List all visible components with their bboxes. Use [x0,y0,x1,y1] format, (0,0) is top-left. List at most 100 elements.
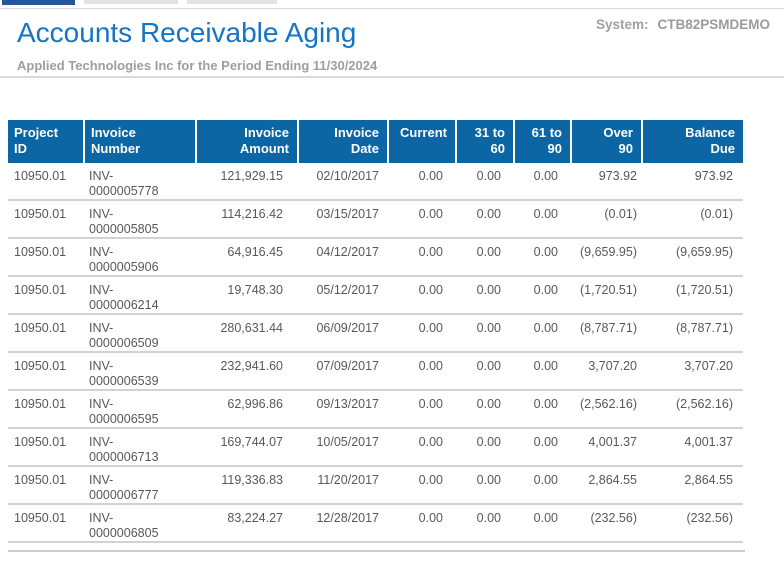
aging-table: Project ID Invoice Number Invoice Amount In… [8,120,743,543]
table-cell: 10950.01 [8,467,83,505]
column-header-current: Current [387,120,455,163]
table-row: 10950.01 INV-0000005805 114,216.42 03/15/20… [8,201,743,239]
table-cell: 0.00 [513,505,570,543]
table-cell: 12/28/2017 [297,505,387,543]
table-cell: 0.00 [513,391,570,429]
inactive-tab-indicator[interactable] [84,0,178,4]
table-cell: 0.00 [387,201,455,239]
table-row: 10950.01 INV-0000005778 121,929.15 02/10/20… [8,163,743,201]
table-cell: 121,929.15 [195,163,297,201]
table-cell: 07/09/2017 [297,353,387,391]
table-cell: 0.00 [455,277,513,315]
table-cell: 0.00 [387,353,455,391]
active-tab-indicator[interactable] [2,0,75,5]
table-cell: INV-0000006595 [83,391,195,429]
top-divider [0,8,784,9]
table-cell: (9,659.95) [641,239,743,277]
table-cell: 62,996.86 [195,391,297,429]
table-cell: 0.00 [513,429,570,467]
table-cell: 0.00 [455,201,513,239]
table-row: 10950.01 INV-0000006539 232,941.60 07/09/20… [8,353,743,391]
table-cell: INV-0000006713 [83,429,195,467]
table-cell: 04/12/2017 [297,239,387,277]
table-cell: (0.01) [570,201,641,239]
table-cell: 0.00 [455,353,513,391]
table-cell: (232.56) [570,505,641,543]
column-header-balance-due: Balance Due [641,120,743,163]
table-cell: 10/05/2017 [297,429,387,467]
table-cell: (232.56) [641,505,743,543]
table-cell: 10950.01 [8,391,83,429]
table-cell: 2,864.55 [570,467,641,505]
header-divider [0,76,784,78]
table-cell: 0.00 [387,467,455,505]
table-row: 10950.01 INV-0000005906 64,916.45 04/12/201… [8,239,743,277]
column-header-31-to-60: 31 to 60 [455,120,513,163]
table-row: 10950.01 INV-0000006214 19,748.30 05/12/201… [8,277,743,315]
table-cell: 09/13/2017 [297,391,387,429]
table-cell: 0.00 [513,239,570,277]
table-cell: 10950.01 [8,353,83,391]
table-cell: INV-0000005805 [83,201,195,239]
table-row: 10950.01 INV-0000006595 62,996.86 09/13/201… [8,391,743,429]
table-cell: INV-0000006509 [83,315,195,353]
table-cell: (9,659.95) [570,239,641,277]
table-cell: 0.00 [455,163,513,201]
table-cell: 2,864.55 [641,467,743,505]
table-cell: INV-0000006539 [83,353,195,391]
table-cell: 0.00 [455,239,513,277]
table-cell: INV-0000006777 [83,467,195,505]
table-cell: 119,336.83 [195,467,297,505]
table-cell: 64,916.45 [195,239,297,277]
table-row: 10950.01 INV-0000006777 119,336.83 11/20/20… [8,467,743,505]
table-cell: 10950.01 [8,277,83,315]
table-cell: 0.00 [455,467,513,505]
system-info: System: CTB82PSMDEMO [596,17,770,32]
inactive-tab-indicator[interactable] [187,0,277,4]
table-cell: 10950.01 [8,163,83,201]
table-cell: 973.92 [570,163,641,201]
table-cell: INV-0000005778 [83,163,195,201]
table-cell: 4,001.37 [641,429,743,467]
table-cell: 10950.01 [8,429,83,467]
table-cell: 0.00 [513,315,570,353]
column-header-invoice-amount: Invoice Amount [195,120,297,163]
table-cell: 0.00 [387,505,455,543]
table-cell: INV-0000006805 [83,505,195,543]
table-cell: 4,001.37 [570,429,641,467]
table-cell: 0.00 [387,315,455,353]
table-cell: 05/12/2017 [297,277,387,315]
table-cell: 0.00 [387,163,455,201]
table-cell: 0.00 [455,429,513,467]
column-header-61-to-90: 61 to 90 [513,120,570,163]
column-header-project-id: Project ID [8,120,83,163]
table-cell: 83,224.27 [195,505,297,543]
table-cell: 3,707.20 [641,353,743,391]
column-header-over-90: Over 90 [570,120,641,163]
table-cell: 06/09/2017 [297,315,387,353]
table-cell: 0.00 [455,391,513,429]
table-cell: 3,707.20 [570,353,641,391]
table-cell: 10950.01 [8,201,83,239]
table-cell: (2,562.16) [641,391,743,429]
table-cell: 03/15/2017 [297,201,387,239]
table-cell: 10950.01 [8,315,83,353]
table-cell: 0.00 [455,505,513,543]
table-header-row: Project ID Invoice Number Invoice Amount In… [8,120,743,163]
table-cell: 0.00 [513,353,570,391]
table-cell: 11/20/2017 [297,467,387,505]
table-cell: 280,631.44 [195,315,297,353]
report-subtitle: Applied Technologies Inc for the Period … [17,58,378,73]
table-row: 10950.01 INV-0000006713 169,744.07 10/05/20… [8,429,743,467]
table-row: 10950.01 INV-0000006805 83,224.27 12/28/201… [8,505,743,543]
table-cell: (0.01) [641,201,743,239]
table-cell: 0.00 [387,391,455,429]
table-cell: 0.00 [387,239,455,277]
system-label: System: [595,17,649,32]
table-cell: (1,720.51) [641,277,743,315]
table-cell: (8,787.71) [641,315,743,353]
column-header-invoice-date: Invoice Date [297,120,387,163]
aging-table-container: Project ID Invoice Number Invoice Amount In… [8,120,745,552]
page-title: Accounts Receivable Aging [17,17,357,48]
